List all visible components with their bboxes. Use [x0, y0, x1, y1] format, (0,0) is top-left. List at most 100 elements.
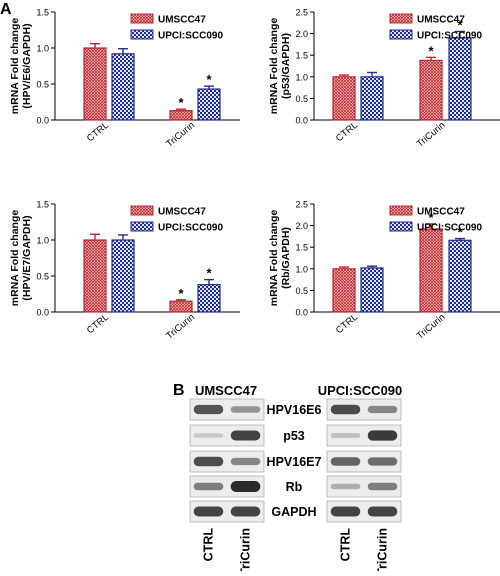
bar — [360, 267, 384, 313]
chart-1: mRNA Fold change(HPV/E6/GAPDH)0.0 0.5 1.0 1… — [9, 8, 240, 150]
y-tick-label: 1.0 — [36, 44, 49, 54]
x-tick-label: CTRL — [85, 120, 111, 144]
lane-label: CTRL — [202, 528, 216, 562]
y-tick-label: 1.0 — [295, 72, 308, 82]
chart-2: mRNA Fold change(p53/GAPDH)0.0 0.5 1.0 1.5 2… — [268, 8, 500, 150]
protein-band — [330, 433, 361, 438]
legend-swatch — [389, 29, 413, 40]
bar — [111, 53, 135, 121]
cell-line-header: UMSCC47 — [195, 383, 257, 398]
y-tick-label: 1.5 — [295, 51, 308, 61]
y-tick-label: 1.5 — [36, 200, 49, 210]
y-axis-label-line: mRNA Fold change — [9, 210, 21, 307]
y-axis-label: mRNA Fold change(p53/GAPDH) — [268, 18, 292, 115]
lane-label: CTRL — [339, 528, 353, 562]
cell-line-header: UPCI:SCC090 — [318, 383, 403, 398]
bar — [83, 239, 107, 313]
bar — [197, 88, 221, 121]
legend-swatch — [389, 13, 413, 24]
legend-label: UMSCC47 — [417, 15, 465, 26]
y-tick-label: 0.5 — [36, 272, 49, 282]
y-axis-label-line: mRNA Fold change — [268, 18, 280, 115]
chart-3: mRNA Fold change(HPV/E7/GAPDH)0.0 0.5 1.0 1… — [9, 200, 240, 342]
protein-band — [230, 430, 261, 441]
y-tick-label: 1.0 — [36, 236, 49, 246]
protein-band — [330, 404, 361, 415]
y-axis-label: mRNA Fold change(HPV/E7/GAPDH) — [9, 210, 33, 307]
significance-mark: * — [457, 225, 463, 240]
protein-band — [193, 433, 224, 438]
significance-mark: * — [206, 266, 212, 281]
protein-band — [193, 482, 224, 491]
protein-label: HPV16E6 — [267, 403, 322, 417]
chart-4: mRNA Fold change(Rb/GAPDH)0.00.51.01.52.… — [268, 200, 500, 342]
protein-label: GAPDH — [271, 505, 316, 519]
bar — [111, 239, 135, 313]
protein-band — [230, 506, 261, 517]
y-tick-label: 0.0 — [295, 308, 308, 318]
legend-label: UPCI:SCC090 — [417, 31, 482, 42]
y-tick-label: 0.5 — [36, 80, 49, 90]
y-tick-label: 2.5 — [295, 200, 308, 210]
x-tick-label: TriCurin — [164, 312, 197, 342]
y-tick-label: 0.5 — [295, 286, 308, 296]
bar-charts: mRNA Fold change(HPV/E6/GAPDH)0.00.51.01… — [9, 8, 500, 342]
blot-strip — [326, 398, 402, 421]
x-tick-label: TriCurin — [415, 312, 448, 342]
bar — [360, 76, 384, 121]
protein-label: HPV16E7 — [267, 455, 322, 469]
y-axis-label-line: (HPV/E6/GAPDH) — [21, 23, 33, 108]
blot-strip — [326, 450, 402, 473]
y-axis-label-line: mRNA Fold change — [268, 210, 280, 307]
lane-label: TriCurin — [239, 528, 253, 571]
significance-mark: * — [206, 72, 212, 87]
y-tick-label: 1.5 — [295, 243, 308, 253]
significance-mark: * — [428, 210, 434, 225]
bar — [169, 300, 193, 313]
blot-strip — [189, 424, 265, 447]
x-tick-label: TriCurin — [164, 120, 197, 150]
y-tick-label: 0.0 — [295, 116, 308, 126]
protein-band — [230, 406, 261, 413]
legend-swatch — [130, 205, 154, 216]
panel-label-a: A — [0, 1, 12, 18]
panel-label-b: B — [173, 382, 185, 399]
protein-band — [193, 456, 224, 467]
y-tick-label: 1.5 — [36, 8, 49, 18]
protein-label: Rb — [286, 480, 303, 494]
x-tick-label: TriCurin — [415, 120, 448, 150]
significance-mark: * — [178, 95, 184, 110]
bar — [169, 110, 193, 121]
x-tick-label: CTRL — [334, 120, 360, 144]
legend-swatch — [130, 13, 154, 24]
y-tick-label: 2.0 — [295, 221, 308, 231]
legend-label: UMSCC47 — [417, 207, 465, 218]
bar — [419, 59, 443, 121]
y-axis-label-line: mRNA Fold change — [9, 18, 21, 115]
lane-label: TriCurin — [376, 528, 390, 571]
protein-band — [367, 430, 398, 441]
legend-label: UMSCC47 — [158, 207, 206, 218]
legend-label: UPCI:SCC090 — [158, 223, 223, 234]
legend-label: UPCI:SCC090 — [158, 31, 223, 42]
blot-strip — [189, 500, 265, 523]
protein-band — [367, 405, 398, 414]
western-blot-panel: UMSCC47 UPCI:SCC090 HPV16E6 p53 HPV16E7 Rb GAP… — [189, 383, 403, 576]
bar — [448, 239, 472, 313]
bar — [83, 47, 107, 121]
y-axis-label-line: (HPV/E7/GAPDH) — [21, 215, 33, 300]
y-tick-label: 0.5 — [295, 94, 308, 104]
legend-swatch — [389, 221, 413, 232]
significance-mark: * — [178, 286, 184, 301]
protein-band — [367, 482, 398, 491]
protein-band — [193, 404, 224, 415]
legend-label: UPCI:SCC090 — [417, 223, 482, 234]
legend-swatch — [389, 205, 413, 216]
y-axis-label-line: (Rb/GAPDH) — [280, 227, 292, 289]
bar — [332, 76, 356, 121]
y-tick-label: 2.5 — [295, 8, 308, 18]
significance-mark: * — [428, 43, 434, 58]
bar — [448, 37, 472, 121]
y-axis-label: mRNA Fold change(HPV/E6/GAPDH) — [9, 18, 33, 115]
bar — [332, 268, 356, 313]
